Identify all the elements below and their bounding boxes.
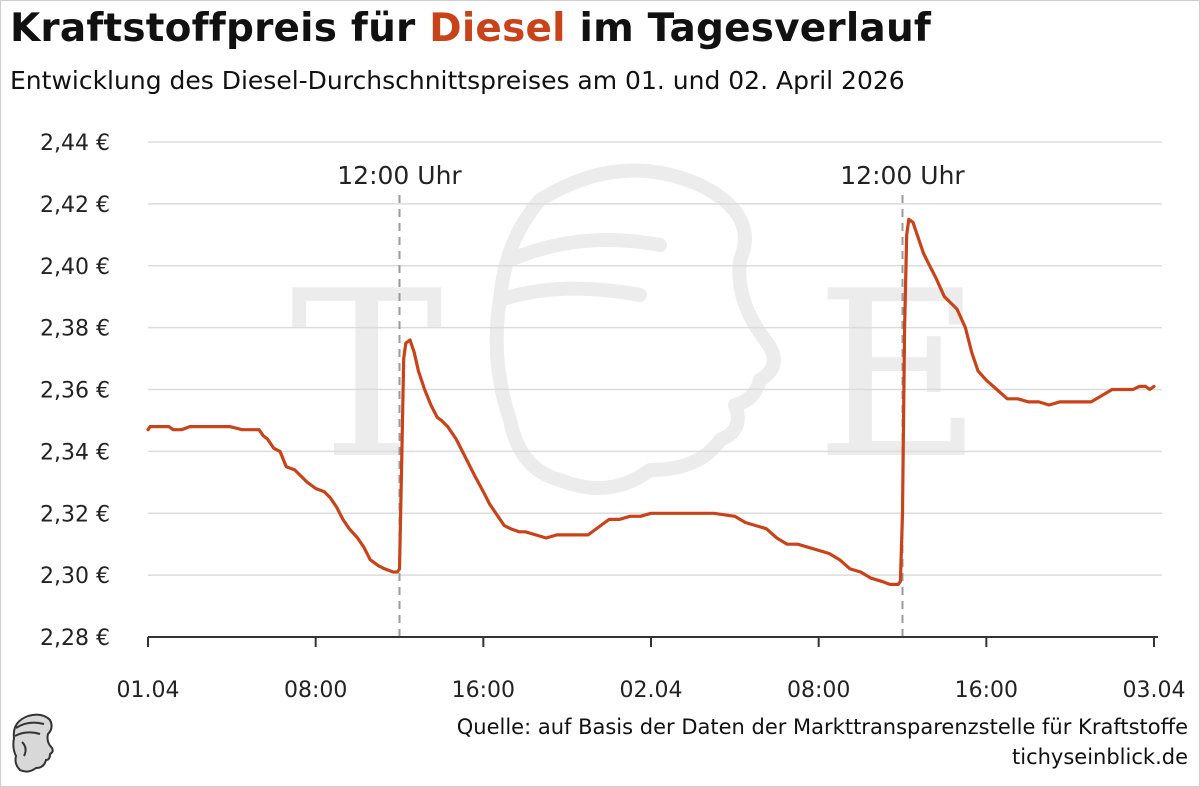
title-suffix: im Tagesverlauf <box>565 6 932 51</box>
x-tick-label: 08:00 <box>787 678 850 703</box>
y-tick-label: 2,44 € <box>40 131 110 156</box>
watermark-letter-right: E <box>815 243 983 510</box>
time-marker-label: 12:00 Uhr <box>337 161 462 190</box>
x-tick-label: 01.04 <box>117 678 180 703</box>
time-marker-label: 12:00 Uhr <box>840 161 965 190</box>
y-tick-label: 2,34 € <box>40 440 110 465</box>
brand-logo-icon <box>8 708 58 778</box>
y-axis: 2,28 € 2,30 € 2,32 € 2,34 € 2,36 € 2,38 € 2,40… <box>40 131 110 651</box>
y-tick-label: 2,40 € <box>40 255 110 280</box>
x-tick-label: 16:00 <box>452 678 515 703</box>
x-axis: 01.04 08:00 16:00 02.04 08:00 16:00 03.04 <box>117 636 1186 703</box>
y-tick-label: 2,32 € <box>40 502 110 527</box>
watermark-head-icon <box>489 163 781 495</box>
watermark-letter-left: T <box>290 243 443 510</box>
website-url: tichyseinblick.de <box>1012 745 1188 769</box>
x-tick-label: 16:00 <box>955 678 1018 703</box>
watermark: T E <box>290 163 983 510</box>
title-prefix: Kraftstoffpreis für <box>10 6 430 51</box>
x-tick-label: 02.04 <box>620 678 683 703</box>
y-tick-label: 2,30 € <box>40 564 110 589</box>
diesel-price-line <box>146 217 1156 586</box>
grid <box>148 141 1162 576</box>
y-tick-label: 2,36 € <box>40 379 110 404</box>
x-tick-label: 03.04 <box>1123 678 1186 703</box>
chart-subtitle: Entwicklung des Diesel-Durchschnittsprei… <box>10 66 905 95</box>
source-note: Quelle: auf Basis der Daten der Markttra… <box>457 712 1188 772</box>
y-tick-label: 2,28 € <box>40 626 110 651</box>
source-text: Quelle: auf Basis der Daten der Markttra… <box>456 715 1188 739</box>
chart-title: Kraftstoffpreis für Diesel im Tagesverla… <box>10 6 931 51</box>
title-highlight: Diesel <box>429 6 566 51</box>
y-tick-label: 2,38 € <box>40 317 110 342</box>
y-tick-label: 2,42 € <box>40 193 110 218</box>
x-tick-label: 08:00 <box>284 678 347 703</box>
